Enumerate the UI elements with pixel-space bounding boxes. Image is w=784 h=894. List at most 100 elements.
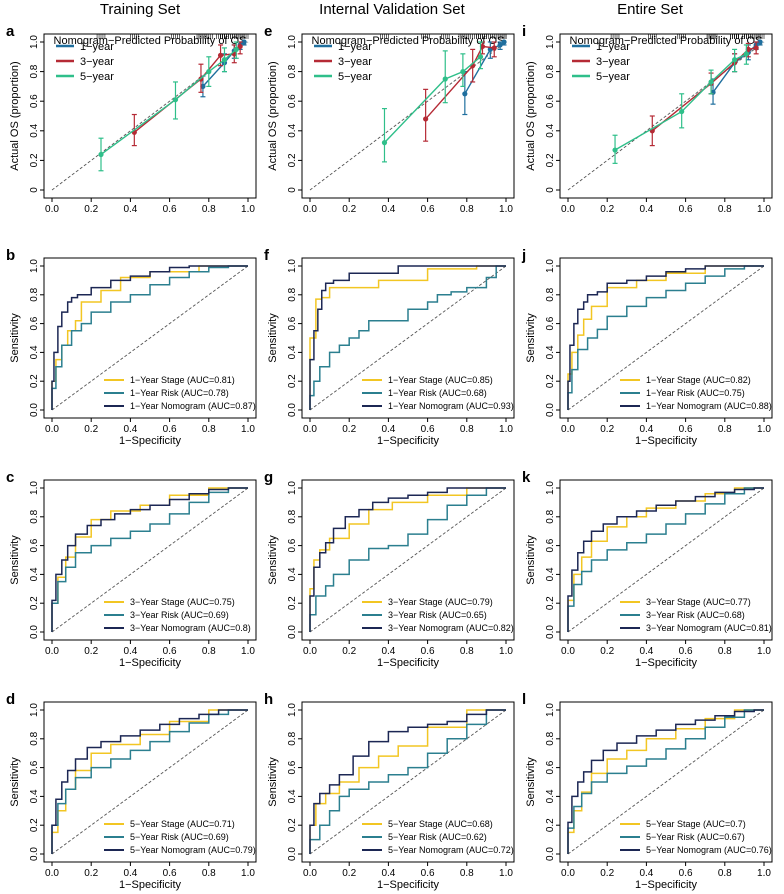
plot-frame [43,701,257,863]
panel-letter-d: d [6,691,15,708]
y-tick-label: 0.6 [287,94,298,108]
panel-letter-i: i [522,23,526,40]
y-tick-label: 0.2 [29,374,40,388]
calibration-point [491,45,497,51]
y-tick-label: 0.0 [29,625,40,639]
legend-label: 5−year [80,71,114,83]
legend-label: 5−Year Stage (AUC=0.7) [646,819,746,829]
y-tick-label: 0 [29,187,40,193]
panel-letter-a: a [6,23,15,40]
y-tick-label: 0 [287,187,298,193]
calibration-point [497,42,503,48]
legend-label: 5−year [338,71,372,83]
x-tick-label: 0.2 [600,646,614,657]
y-tick-label: 1.0 [545,35,556,49]
x-tick-label: 0.0 [561,424,575,435]
legend-label: 3−Year Nomogram (AUC=0.8) [130,623,251,633]
y-tick-label: 1.0 [287,35,298,49]
y-axis-label: Sensitivity [9,757,21,807]
legend-label: 5−Year Nomogram (AUC=0.72) [388,845,514,855]
y-axis-label: Sensitivity [267,535,279,585]
roc-curve-risk [309,487,506,632]
x-tick-label: 0.0 [45,424,59,435]
roc-curve-nomogram [567,487,764,632]
legend-label: 3−Year Risk (AUC=0.69) [130,610,229,620]
roc-curve-risk [51,487,248,632]
calibration-title: Nomogram−Predicted Probability of OS [312,35,505,47]
x-axis-label: 1−Specificity [635,435,698,447]
legend-label: 5−Year Risk (AUC=0.62) [388,832,487,842]
y-axis-label: Sensitivity [525,535,537,585]
calibration-point [217,52,224,58]
calibration-point [233,46,239,53]
y-axis-label: Actual OS (proportion) [9,61,21,170]
x-tick-label: 0.6 [421,868,435,879]
x-tick-label: 1.0 [241,424,255,435]
y-tick-label: 1.0 [545,481,556,495]
reference-diagonal [51,265,249,411]
x-tick-label: 0.0 [303,646,317,657]
x-tick-label: 0.8 [718,868,732,879]
roc-curve-stage [309,265,506,410]
y-tick-label: 1.0 [287,481,298,495]
y-tick-label: 0.2 [545,374,556,388]
x-tick-label: 0.0 [303,868,317,879]
legend-label: 3−Year Risk (AUC=0.65) [388,610,487,620]
y-tick-label: 0.4 [29,345,40,359]
roc-curve-risk [567,265,764,410]
x-tick-label: 1.0 [757,868,771,879]
x-tick-label: 0.4 [381,204,395,215]
calibration-point [679,108,685,115]
x-tick-label: 0.4 [639,424,653,435]
x-tick-label: 0.2 [342,204,356,215]
y-tick-label: 0.8 [29,731,40,745]
roc-curve-risk [567,709,764,854]
y-tick-label: 1.0 [287,259,298,273]
panel-letter-l: l [522,691,526,708]
x-axis-label: 1−Specificity [377,435,440,447]
y-tick-label: 0.4 [287,345,298,359]
y-tick-label: 0.6 [545,94,556,108]
reference-diagonal [567,709,765,855]
calibration-point [221,57,228,63]
legend-label: 3−Year Risk (AUC=0.68) [646,610,745,620]
y-tick-label: 1.0 [29,35,40,49]
column-title-training: Training Set [100,1,181,18]
y-tick-label: 0.4 [545,123,556,137]
x-tick-label: 0.4 [123,646,137,657]
y-axis-label: Sensitivity [9,535,21,585]
x-tick-label: 0.8 [718,204,732,215]
y-tick-label: 0.6 [287,760,298,774]
rug-marks [96,34,249,39]
legend-label: 1−year [338,41,372,53]
x-tick-label: 0.2 [84,424,98,435]
panel-letter-k: k [522,469,531,486]
x-tick-label: 0.8 [460,424,474,435]
y-tick-label: 0.2 [287,374,298,388]
y-tick-label: 0.4 [545,567,556,581]
x-tick-label: 1.0 [241,646,255,657]
legend-label: 1−Year Stage (AUC=0.81) [130,375,235,385]
panel-letter-f: f [264,247,270,264]
calibration-point [200,83,206,89]
legend-label: 3−year [80,56,114,68]
x-tick-label: 0.4 [381,646,395,657]
y-axis-label: Actual OS (proportion) [525,61,537,170]
x-tick-label: 1.0 [241,868,255,879]
x-tick-label: 0.0 [303,204,317,215]
roc-curve-nomogram [51,487,248,632]
x-tick-label: 0.0 [45,868,59,879]
plot-frame [559,479,773,641]
y-tick-label: 0.8 [545,731,556,745]
x-tick-label: 1.0 [757,646,771,657]
x-tick-label: 0.0 [561,646,575,657]
legend-label: 1−year [596,41,630,53]
panel-letter-h: h [264,691,273,708]
y-tick-label: 0.8 [287,731,298,745]
x-tick-label: 0.8 [202,646,216,657]
reference-diagonal [567,487,765,633]
x-tick-label: 0.0 [561,204,575,215]
y-tick-label: 0 [545,187,556,193]
y-axis-label: Sensitivity [525,757,537,807]
